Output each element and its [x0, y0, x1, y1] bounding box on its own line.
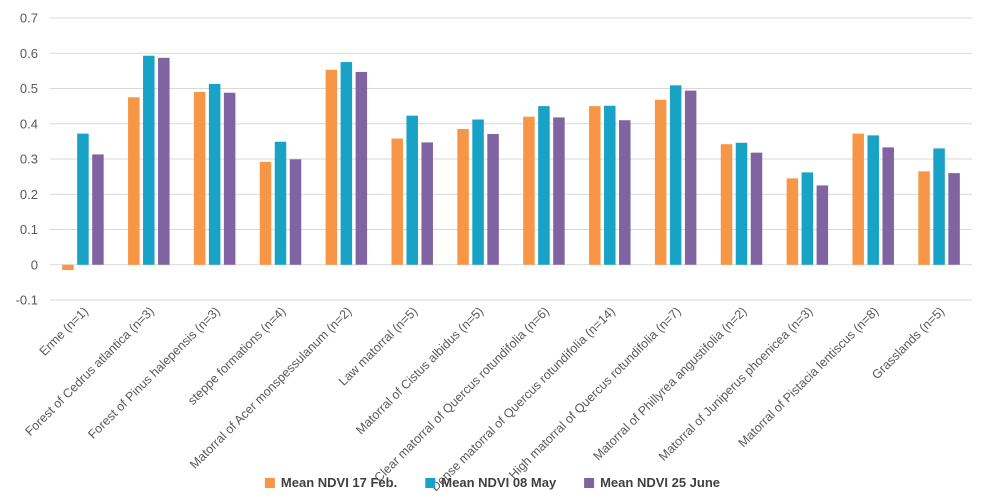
bar-2-5	[340, 62, 353, 265]
legend-swatch	[584, 478, 595, 488]
bar-1-13	[852, 133, 864, 265]
bar-3-14	[948, 173, 960, 265]
bar-1-6	[391, 138, 403, 265]
bar-2-7	[472, 119, 484, 265]
bar-1-8	[523, 116, 535, 265]
legend-swatch	[425, 478, 436, 488]
bar-3-11	[750, 152, 763, 265]
bar-2-8	[538, 106, 550, 265]
bar-2-13	[867, 135, 879, 265]
bar-1-11	[720, 144, 733, 265]
bar-3-13	[882, 147, 894, 265]
y-tick-label: 0.5	[20, 81, 38, 96]
y-tick-label: 0	[31, 257, 38, 272]
bar-1-7	[457, 129, 469, 265]
bar-1-10	[654, 99, 667, 265]
legend-item: Mean NDVI 25 June	[584, 475, 720, 490]
x-category-label: Erme (n=1)	[37, 304, 91, 358]
y-axis-ticks: -0.1 0 0.1 0.2 0.3 0.4 0.5 0.6 0.7	[16, 11, 38, 308]
bars	[62, 55, 960, 271]
bar-2-11	[735, 142, 748, 265]
bar-1-14	[918, 171, 930, 265]
gridlines	[50, 17, 972, 301]
bar-3-3	[223, 92, 236, 265]
x-category-label: Matorral of Cistus albidus (n=5)	[353, 304, 486, 437]
bar-1-3	[193, 92, 206, 265]
bar-3-12	[816, 185, 829, 265]
x-category-label: Forest of Cedrus atlantica (n=3)	[22, 304, 156, 438]
legend-item: Mean NDVI 17 Feb.	[264, 475, 397, 490]
y-tick-label: 0.4	[20, 116, 38, 131]
legend-label: Mean NDVI 08 May	[441, 475, 557, 490]
bar-2-2	[143, 55, 155, 265]
bar-3-5	[355, 71, 368, 265]
bar-2-4	[274, 141, 287, 265]
bar-3-2	[158, 57, 170, 265]
bar-1-4	[259, 161, 272, 265]
bar-2-14	[933, 148, 945, 265]
y-tick-label: 0.2	[20, 187, 38, 202]
x-axis-labels: Erme (n=1)Forest of Cedrus atlantica (n=…	[22, 304, 947, 494]
bar-3-6	[421, 142, 433, 265]
y-tick-label: 0.7	[20, 11, 38, 26]
y-tick-label: -0.1	[16, 293, 38, 308]
bar-2-9	[604, 105, 616, 265]
y-tick-label: 0.3	[20, 152, 38, 167]
bar-2-6	[406, 115, 418, 265]
legend-swatch	[264, 478, 275, 488]
bar-3-1	[92, 154, 104, 265]
bar-3-9	[619, 120, 631, 265]
legend: Mean NDVI 17 Feb. Mean NDVI 08 May Mean ND…	[264, 475, 720, 490]
y-tick-label: 0.6	[20, 46, 38, 61]
legend-label: Mean NDVI 17 Feb.	[281, 475, 397, 490]
bar-3-7	[487, 133, 499, 265]
x-category-label: Grasslands (n=5)	[869, 304, 947, 382]
bar-1-2	[128, 97, 140, 265]
bar-1-5	[325, 69, 338, 265]
bar-1-1	[62, 264, 74, 271]
legend-label: Mean NDVI 25 June	[600, 475, 720, 490]
bar-3-8	[553, 117, 565, 265]
bar-2-12	[801, 172, 814, 265]
y-tick-label: 0.1	[20, 222, 38, 237]
bar-2-3	[208, 83, 221, 265]
x-category-label: Matorral of Pistacia lentiscus (n=8)	[736, 304, 882, 450]
bar-1-12	[786, 178, 799, 265]
bar-2-10	[669, 85, 682, 265]
x-category-label: Forest of Pinus halepensis (n=3)	[85, 304, 222, 441]
legend-item: Mean NDVI 08 May	[425, 475, 557, 490]
bar-3-4	[289, 159, 302, 265]
bar-2-1	[77, 133, 89, 265]
bar-1-9	[589, 106, 601, 265]
bar-3-10	[684, 90, 697, 265]
